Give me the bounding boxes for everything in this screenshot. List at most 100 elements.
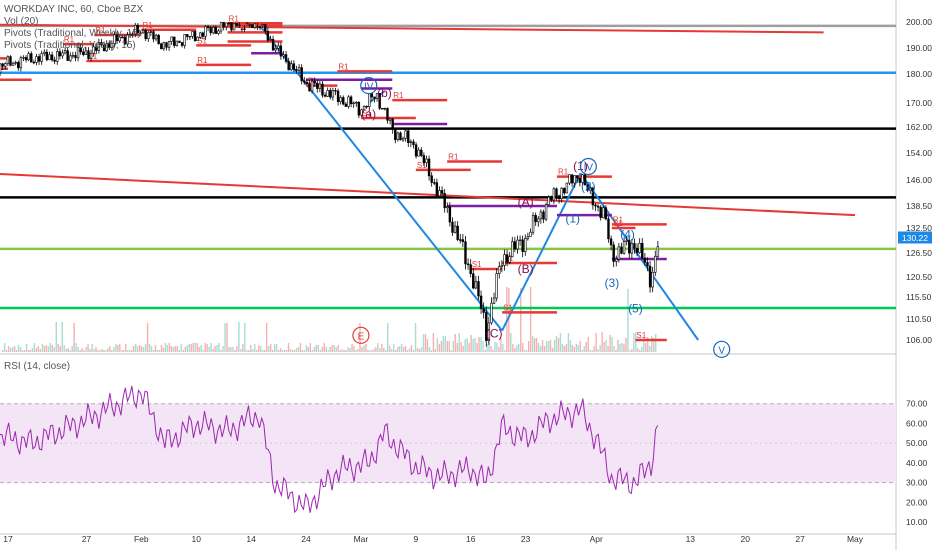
candle-body [277, 45, 280, 49]
candle-body [466, 263, 470, 266]
candle-body [591, 187, 595, 206]
trend-line[interactable] [501, 172, 582, 332]
volume-bar [91, 344, 93, 352]
volume-bar [164, 343, 167, 352]
volume-bar [339, 350, 341, 352]
price-tick-label: 106.00 [906, 335, 932, 345]
volume-bar [402, 347, 405, 352]
candle-body [264, 23, 267, 32]
volume-bar [345, 350, 347, 352]
pivot-label: R1 [448, 152, 459, 161]
price-tick-label: 170.00 [906, 98, 932, 108]
candle-body [498, 266, 501, 274]
symbol-label[interactable]: WORKDAY INC, 60, Cboe BZX [4, 4, 144, 15]
rsi-label[interactable]: RSI (14, close) [4, 361, 71, 372]
volume-bar [335, 347, 337, 352]
x-tick-label: 16 [466, 534, 476, 544]
volume-bar [236, 346, 238, 352]
price-tick-label: 154.00 [906, 148, 932, 158]
candle-body [40, 53, 43, 62]
candle-body [492, 297, 496, 304]
volume-bar [379, 348, 381, 352]
volume-bar [9, 348, 12, 352]
pivot-label: S1 [636, 331, 646, 340]
volume-bar [39, 349, 42, 352]
volume-bar [192, 343, 194, 352]
chart-legend: WORKDAY INC, 60, Cboe BZX Vol (20) Pivot… [4, 4, 143, 52]
volume-bar [113, 347, 115, 352]
volume-bar [246, 350, 248, 352]
volume-bar [448, 341, 450, 352]
candle-body [557, 195, 561, 200]
candle-body [30, 53, 33, 63]
volume-bar [184, 347, 187, 352]
volume-bar [561, 344, 564, 352]
volume-bar [105, 350, 107, 352]
volume-bar [406, 350, 409, 352]
volume-bar [442, 336, 445, 352]
volume-bar [138, 345, 141, 352]
wave-label: (1) [565, 212, 580, 226]
volume-bar [504, 350, 506, 352]
rsi-tick-label: 30.00 [906, 478, 928, 488]
rsi-line[interactable] [0, 385, 659, 514]
volume-bar [134, 344, 137, 352]
volume-bar [416, 348, 419, 352]
volume-bar [89, 349, 91, 352]
trend-line[interactable] [0, 172, 856, 217]
candle-body [490, 302, 493, 324]
volume-bar [496, 343, 498, 352]
pivot-label: R1 [558, 168, 569, 177]
candle-body [513, 241, 517, 250]
volume-bar [329, 347, 331, 352]
trend-line[interactable] [579, 172, 699, 341]
candle-body [261, 23, 264, 26]
wave-label: (5) [628, 301, 643, 315]
volume-bar [375, 347, 377, 352]
volume-bar [160, 345, 163, 352]
candle-body [625, 240, 628, 242]
volume-bar [262, 350, 264, 352]
volume-bar [351, 344, 353, 352]
candle-body [404, 130, 407, 139]
volume-bar [355, 350, 357, 352]
candle-body [459, 239, 462, 241]
volume-bar [377, 343, 379, 352]
volume-bar [277, 350, 280, 352]
indicator-yearly-pivots[interactable]: Pivots (Traditional, Yearly, 15) [4, 40, 136, 51]
candle-body [136, 25, 140, 34]
x-tick-label: 20 [740, 534, 750, 544]
volume-bar [325, 347, 327, 352]
candle-body [170, 36, 173, 42]
last-price-badge[interactable] [898, 231, 932, 244]
volume-bar [65, 349, 67, 352]
volume-bar [107, 348, 109, 352]
volume-bar [146, 323, 149, 352]
volume-bar [597, 349, 599, 352]
volume-bar [273, 344, 276, 352]
candle-body [352, 102, 355, 105]
candle-body [53, 59, 56, 62]
candle-body [251, 24, 254, 28]
trend-line[interactable] [0, 23, 824, 34]
rsi-tick-label: 40.00 [906, 458, 928, 468]
volume-bar [194, 343, 196, 352]
candle-body [300, 67, 303, 82]
indicator-weekly-pivots[interactable]: Pivots (Traditional, Weekly, 15) [4, 28, 142, 39]
candle-body [440, 190, 444, 194]
volume-bar [174, 346, 177, 352]
candle-body [131, 33, 134, 36]
wave-label: (3) [605, 276, 620, 290]
candle-body [576, 175, 579, 179]
volume-bar [123, 350, 125, 352]
price-tick-label: 138.50 [906, 201, 932, 211]
volume-bar [490, 346, 492, 352]
trend-line[interactable] [258, 23, 503, 332]
indicator-volume[interactable]: Vol (20) [4, 16, 39, 27]
candle-body [456, 225, 459, 240]
volume-bar [470, 335, 472, 352]
candle-body [266, 30, 270, 41]
candle-body [209, 27, 212, 34]
